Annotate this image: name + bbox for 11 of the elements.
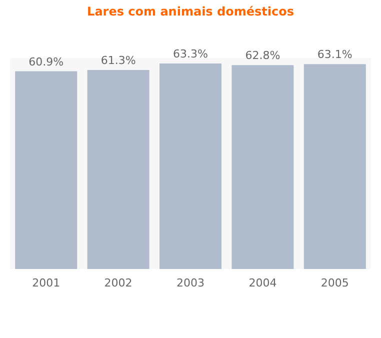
x-tick-label: 2004 [248,276,277,290]
chart-title: Lares com animais domésticos [87,4,294,19]
data-label: 63.3% [173,48,208,61]
data-label: 62.8% [245,49,280,62]
x-tick-label: 2001 [32,276,60,290]
x-tick-label: 2005 [320,276,349,290]
data-label: 63.1% [317,48,352,62]
x-tick-label: 2002 [104,276,132,290]
x-tick-label: 2003 [176,276,204,290]
data-label: 60.9% [28,55,64,68]
data-label: 61.3% [100,54,136,68]
